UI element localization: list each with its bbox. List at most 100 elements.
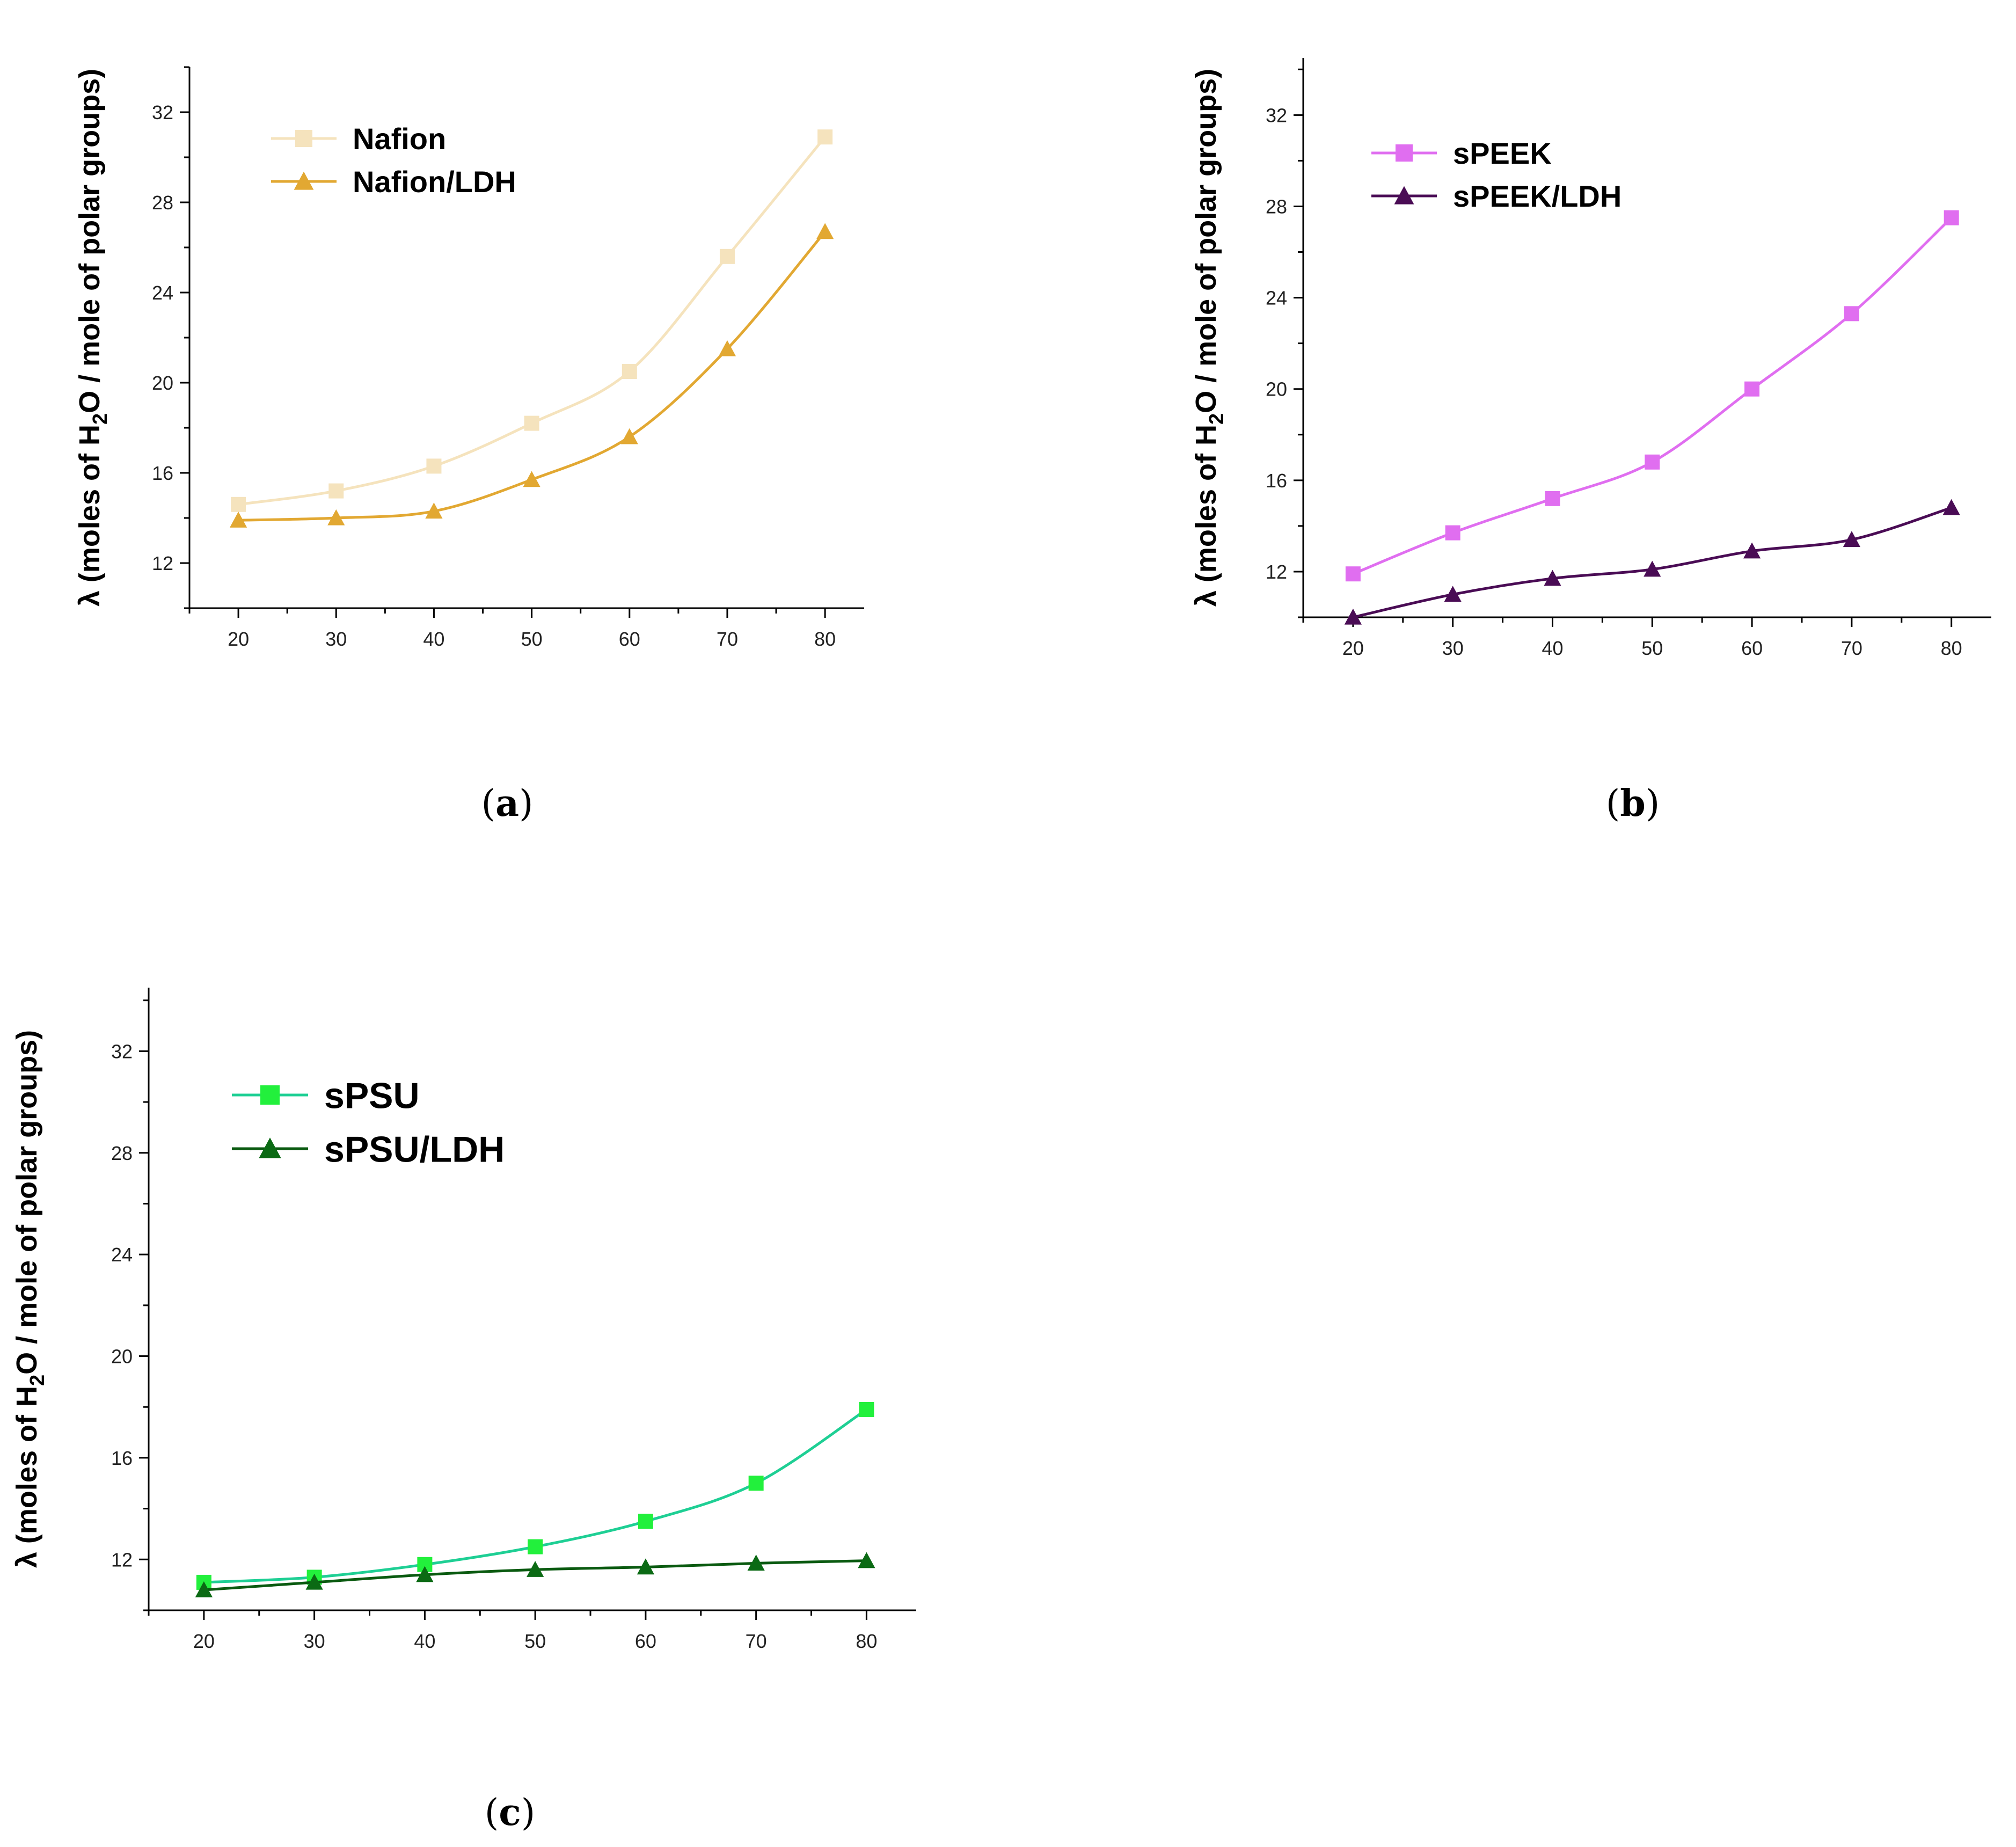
data-point: [1944, 210, 1959, 225]
data-point: [748, 1476, 764, 1491]
legend-entry: sPEEK/LDH: [1371, 179, 1621, 213]
data-point: [1844, 306, 1859, 322]
y-tick-label: 16: [152, 462, 173, 484]
x-tick-label: 60: [1741, 637, 1763, 659]
x-tick-label: 60: [619, 628, 640, 650]
y-tick-label: 20: [1266, 378, 1287, 400]
data-point: [229, 512, 247, 528]
data-point: [817, 129, 833, 145]
y-tick-label: 12: [152, 552, 173, 574]
data-point: [638, 1514, 653, 1529]
data-point: [1545, 491, 1560, 506]
panel-label: (a): [481, 782, 533, 825]
data-point: [858, 1552, 875, 1568]
data-point: [620, 428, 638, 444]
y-tick-label: 12: [111, 1549, 133, 1571]
data-point: [622, 364, 637, 379]
series-nafion: [231, 129, 833, 512]
panel-label: (c): [485, 1791, 535, 1834]
panel-label: (b): [1606, 782, 1660, 825]
y-tick-label: 24: [152, 282, 173, 304]
legend-label: sPSU: [324, 1075, 420, 1116]
x-tick-label: 40: [1542, 637, 1563, 659]
legend-marker: [260, 1085, 280, 1105]
x-tick-label: 20: [1342, 637, 1364, 659]
data-point: [416, 1566, 434, 1582]
legend-entry: Nafion: [271, 122, 446, 156]
data-point: [231, 497, 246, 512]
y-axis-title: λ (moles of H2O / mole of polar groups): [1190, 69, 1228, 607]
legend-entry: sPSU: [232, 1075, 420, 1116]
legend-marker: [295, 130, 312, 147]
data-point: [1344, 608, 1362, 625]
data-point: [718, 340, 736, 356]
x-tick-label: 50: [1641, 637, 1663, 659]
series-nafion-ldh: [229, 223, 834, 528]
legend-label: sPEEK: [1453, 136, 1552, 170]
legend-marker: [294, 171, 314, 190]
series-speek: [1345, 210, 1959, 582]
data-point: [527, 1561, 544, 1577]
data-point: [1645, 454, 1660, 470]
x-tick-label: 70: [717, 628, 738, 650]
data-point: [1544, 570, 1561, 586]
y-tick-label: 20: [111, 1346, 133, 1368]
data-point: [1445, 525, 1460, 541]
x-tick-label: 30: [1442, 637, 1464, 659]
y-tick-label: 28: [152, 192, 173, 214]
data-point: [637, 1558, 654, 1575]
series-spsu-ldh: [195, 1552, 875, 1597]
data-point: [1345, 566, 1361, 582]
data-point: [1843, 531, 1860, 547]
data-point: [524, 415, 539, 431]
x-tick-label: 80: [814, 628, 836, 650]
y-tick-label: 24: [1266, 287, 1287, 309]
y-tick-label: 16: [111, 1447, 133, 1469]
legend-label: Nafion: [353, 122, 446, 156]
x-tick-label: 20: [228, 628, 249, 650]
series-speek-ldh: [1344, 499, 1960, 625]
data-point: [1744, 381, 1760, 397]
chart-panel-b: 12 16 20 24 28 32 20 30 40 50 60 70 80 λ (moles of H2…: [1190, 58, 1991, 659]
y-tick-label: 12: [1266, 561, 1287, 583]
data-point: [426, 458, 442, 474]
legend-label: sPSU/LDH: [324, 1129, 505, 1170]
legend-marker: [259, 1137, 281, 1158]
x-tick-label: 60: [635, 1630, 656, 1652]
legend-entry: sPEEK: [1371, 136, 1552, 170]
x-tick-label: 80: [1941, 637, 1962, 659]
chart-panel-a: 12 16 20 24 28 32 20 30 40 50 60 70 80 λ (moles of H2…: [74, 66, 864, 650]
data-point: [195, 1581, 213, 1597]
x-tick-label: 40: [414, 1630, 435, 1652]
legend-marker: [1394, 186, 1414, 205]
data-point: [747, 1554, 765, 1571]
data-point: [816, 223, 834, 239]
x-tick-label: 50: [524, 1630, 546, 1652]
data-point: [328, 483, 344, 499]
y-tick-label: 32: [152, 101, 173, 123]
data-point: [859, 1401, 874, 1417]
y-axis-title: λ (moles of H2O / mole of polar groups): [74, 69, 112, 607]
x-tick-label: 80: [856, 1630, 877, 1652]
data-point: [425, 502, 443, 519]
chart-panel-c: 12 16 20 24 28 32 20 30 40 50 60 70 80 λ (moles of H2…: [11, 988, 916, 1652]
x-tick-label: 70: [1841, 637, 1862, 659]
data-point: [528, 1539, 543, 1554]
data-point: [1644, 560, 1661, 577]
legend-entry: sPSU/LDH: [232, 1129, 505, 1170]
y-axis-title: λ (moles of H2O / mole of polar groups): [11, 1030, 49, 1568]
legend-entry: Nafion/LDH: [271, 165, 516, 199]
legend-label: Nafion/LDH: [353, 165, 516, 199]
y-tick-label: 32: [111, 1040, 133, 1062]
x-tick-label: 40: [423, 628, 444, 650]
data-point: [327, 509, 345, 525]
data-point: [523, 471, 540, 487]
y-tick-label: 28: [111, 1142, 133, 1164]
legend-label: sPEEK/LDH: [1453, 179, 1621, 213]
x-tick-label: 20: [193, 1630, 215, 1652]
data-point: [1444, 586, 1462, 602]
y-tick-label: 32: [1266, 104, 1287, 126]
y-tick-label: 16: [1266, 470, 1287, 492]
